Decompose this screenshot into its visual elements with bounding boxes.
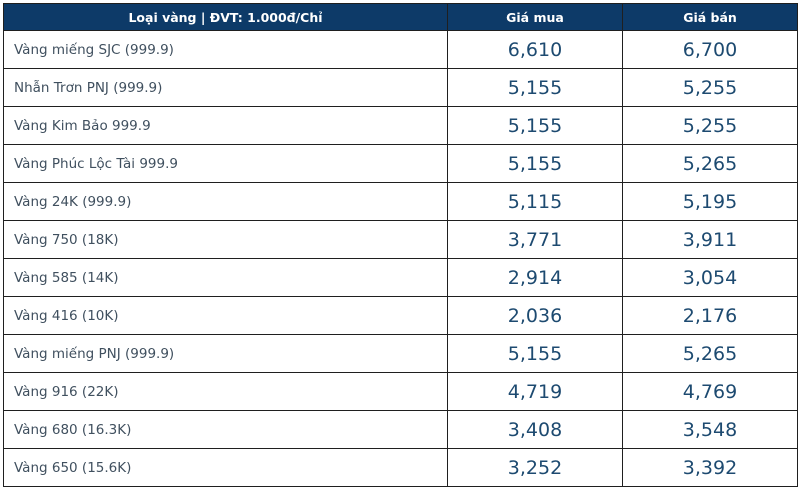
gold-type-cell: Vàng miếng PNJ (999.9) [3, 334, 448, 373]
table-row: Vàng 916 (22K) 4,719 4,769 [3, 372, 798, 411]
buy-price-cell: 3,771 [447, 220, 623, 259]
column-header-sell-price: Giá bán [622, 3, 798, 31]
buy-price-cell: 2,914 [447, 258, 623, 297]
column-header-gold-type: Loại vàng | ĐVT: 1.000đ/Chỉ [3, 3, 448, 31]
table-body: Vàng miếng SJC (999.9) 6,610 6,700 Nhẫn … [3, 30, 798, 487]
table-row: Vàng 416 (10K) 2,036 2,176 [3, 296, 798, 335]
table-header: Loại vàng | ĐVT: 1.000đ/Chỉ Giá mua Giá … [3, 3, 798, 31]
table-row: Vàng miếng SJC (999.9) 6,610 6,700 [3, 30, 798, 69]
table-row: Vàng 24K (999.9) 5,115 5,195 [3, 182, 798, 221]
gold-type-cell: Vàng 680 (16.3K) [3, 410, 448, 449]
gold-type-cell: Nhẫn Trơn PNJ (999.9) [3, 68, 448, 107]
sell-price-cell: 5,265 [622, 334, 798, 373]
sell-price-cell: 5,255 [622, 106, 798, 145]
table-row: Vàng Kim Bảo 999.9 5,155 5,255 [3, 106, 798, 145]
header-row: Loại vàng | ĐVT: 1.000đ/Chỉ Giá mua Giá … [3, 3, 798, 31]
sell-price-cell: 3,392 [622, 448, 798, 487]
sell-price-cell: 2,176 [622, 296, 798, 335]
buy-price-cell: 3,408 [447, 410, 623, 449]
gold-type-cell: Vàng 650 (15.6K) [3, 448, 448, 487]
sell-price-cell: 6,700 [622, 30, 798, 69]
buy-price-cell: 5,155 [447, 106, 623, 145]
buy-price-cell: 5,155 [447, 68, 623, 107]
table-row: Vàng 650 (15.6K) 3,252 3,392 [3, 448, 798, 487]
sell-price-cell: 4,769 [622, 372, 798, 411]
buy-price-cell: 5,115 [447, 182, 623, 221]
column-header-buy-price: Giá mua [447, 3, 623, 31]
gold-type-cell: Vàng 750 (18K) [3, 220, 448, 259]
gold-price-page: Loại vàng | ĐVT: 1.000đ/Chỉ Giá mua Giá … [0, 3, 802, 497]
table-row: Vàng miếng PNJ (999.9) 5,155 5,265 [3, 334, 798, 373]
gold-price-table: Loại vàng | ĐVT: 1.000đ/Chỉ Giá mua Giá … [3, 3, 798, 487]
buy-price-cell: 2,036 [447, 296, 623, 335]
sell-price-cell: 5,195 [622, 182, 798, 221]
buy-price-cell: 4,719 [447, 372, 623, 411]
buy-price-cell: 5,155 [447, 144, 623, 183]
gold-type-cell: Vàng miếng SJC (999.9) [3, 30, 448, 69]
gold-type-cell: Vàng 24K (999.9) [3, 182, 448, 221]
table-row: Vàng 585 (14K) 2,914 3,054 [3, 258, 798, 297]
table-row: Nhẫn Trơn PNJ (999.9) 5,155 5,255 [3, 68, 798, 107]
gold-type-cell: Vàng 585 (14K) [3, 258, 448, 297]
sell-price-cell: 3,548 [622, 410, 798, 449]
table-row: Vàng Phúc Lộc Tài 999.9 5,155 5,265 [3, 144, 798, 183]
gold-type-cell: Vàng 416 (10K) [3, 296, 448, 335]
buy-price-cell: 5,155 [447, 334, 623, 373]
sell-price-cell: 5,265 [622, 144, 798, 183]
gold-type-cell: Vàng Kim Bảo 999.9 [3, 106, 448, 145]
sell-price-cell: 3,054 [622, 258, 798, 297]
sell-price-cell: 5,255 [622, 68, 798, 107]
table-row: Vàng 750 (18K) 3,771 3,911 [3, 220, 798, 259]
sell-price-cell: 3,911 [622, 220, 798, 259]
buy-price-cell: 3,252 [447, 448, 623, 487]
table-row: Vàng 680 (16.3K) 3,408 3,548 [3, 410, 798, 449]
gold-type-cell: Vàng Phúc Lộc Tài 999.9 [3, 144, 448, 183]
buy-price-cell: 6,610 [447, 30, 623, 69]
gold-type-cell: Vàng 916 (22K) [3, 372, 448, 411]
